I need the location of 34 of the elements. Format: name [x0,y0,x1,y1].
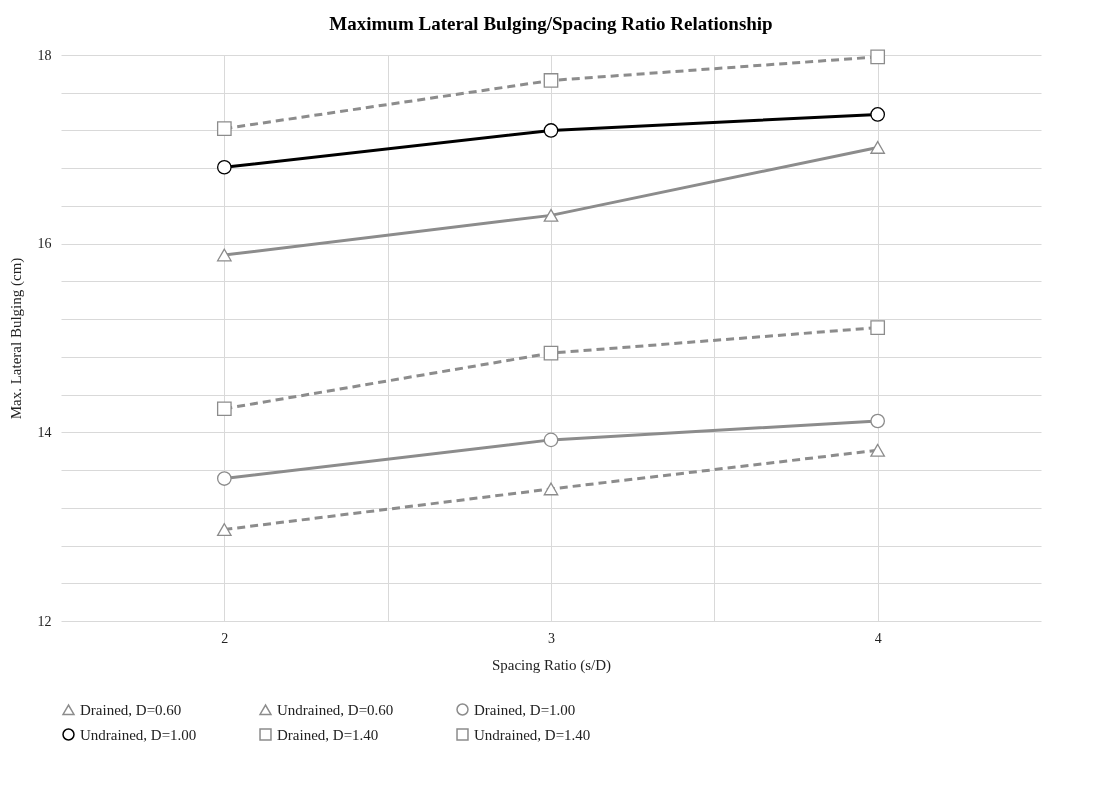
x-tick-label: 2 [221,630,229,646]
legend-label: Drained, D=0.60 [80,701,182,718]
point [216,401,232,417]
y-tick-label: 16 [37,236,52,252]
point [543,432,559,448]
point [216,471,232,486]
x-tick-label: 4 [874,630,882,646]
chart-title: Maximum Lateral Bulging/Spacing Ratio Relationship [329,12,773,34]
point [216,159,232,175]
y-tick-label: 14 [37,424,52,440]
point [870,320,886,335]
point [543,73,559,88]
point [216,121,232,136]
point [870,413,886,429]
point [543,482,559,496]
point [543,208,559,222]
y-axis-title: Max. Lateral Bulging (cm) [7,257,25,420]
point [870,140,886,154]
point [216,523,232,536]
legend-label: Undrained, D=0.60 [277,701,394,718]
legend-label: Drained, D=1.40 [277,726,379,743]
y-tick-label: 18 [37,47,52,63]
legend-label: Undrained, D=1.00 [80,726,197,743]
legend-label: Drained, D=1.00 [474,701,576,718]
x-tick-label: 3 [548,630,555,646]
point [216,248,232,262]
point [543,345,559,361]
point [870,443,886,457]
legend-label: Undrained, D=1.40 [474,726,591,743]
point [543,123,559,138]
point [870,49,886,65]
y-tick-label: 12 [37,613,52,629]
point [870,107,886,122]
x-axis-title: Spacing Ratio (s/D) [491,656,612,674]
